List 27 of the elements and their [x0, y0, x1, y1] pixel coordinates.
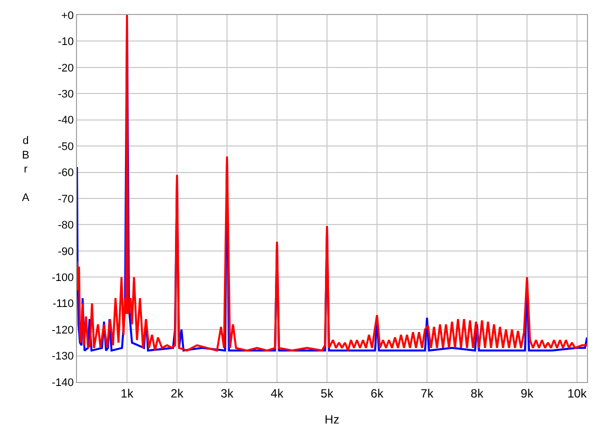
x-axis-title: Hz — [324, 412, 340, 426]
x-tick-label: 3k — [220, 386, 234, 400]
x-tick-label: 4k — [270, 386, 284, 400]
y-tick-label: -140 — [52, 376, 74, 389]
y-tick-label: -50 — [58, 140, 74, 153]
y-tick-label: -120 — [52, 324, 74, 336]
x-tick-label: 2k — [170, 386, 184, 400]
x-tick-label: 9k — [520, 386, 534, 400]
x-tick-label: 1k — [120, 386, 134, 400]
y-tick-label: -10 — [58, 36, 74, 48]
y-tick-label: -110 — [52, 298, 74, 310]
y-tick-label: -80 — [58, 220, 74, 232]
x-tick-label: 10k — [567, 386, 588, 400]
x-tick-label: 7k — [420, 386, 434, 400]
y-tick-label: -20 — [58, 62, 74, 74]
text: dBr A — [22, 135, 30, 204]
y-tick-label: -100 — [52, 272, 74, 284]
x-tick-label: 8k — [470, 386, 484, 400]
y-tick-label: +0 — [61, 10, 74, 22]
x-tick-label: 5k — [320, 386, 334, 400]
y-tick-label: -90 — [58, 246, 74, 258]
y-tick-label: -60 — [58, 167, 74, 180]
y-tick-label: -130 — [52, 350, 74, 363]
y-tick-label: -70 — [58, 193, 74, 206]
y-tick-label: -40 — [58, 114, 74, 127]
x-tick-label: 6k — [370, 386, 384, 400]
y-tick-label: -30 — [58, 88, 74, 100]
